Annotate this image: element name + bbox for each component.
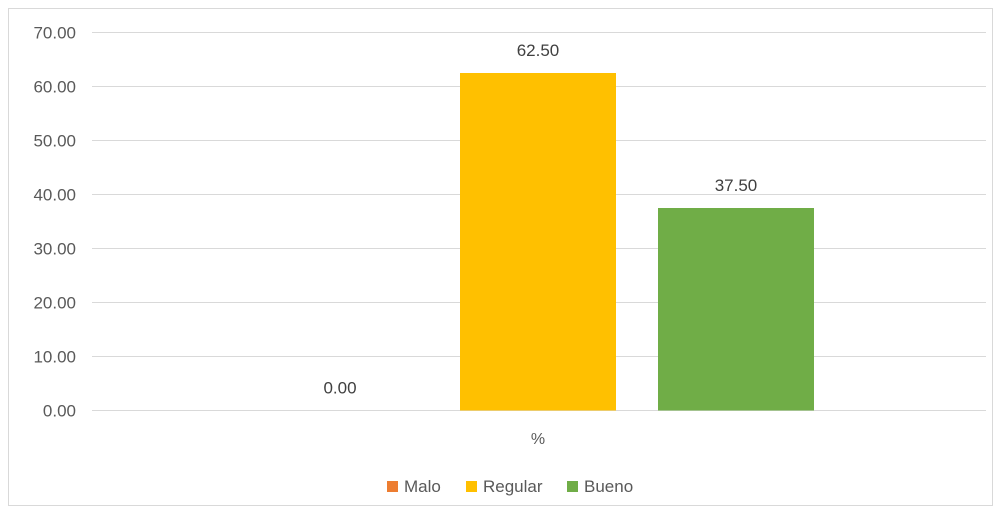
- y-tick-label: 0.00: [43, 402, 76, 421]
- legend-label: Malo: [404, 477, 441, 496]
- data-labels: 0.00 62.50 37.50: [323, 41, 757, 398]
- data-label-bueno: 37.50: [715, 176, 758, 195]
- bar-regular: [460, 73, 616, 411]
- x-axis-category-labels: %: [531, 431, 545, 448]
- y-tick-label: 30.00: [33, 240, 76, 259]
- legend-swatch: [466, 481, 477, 492]
- y-tick-label: 10.00: [33, 348, 76, 367]
- bar-bueno: [658, 208, 814, 411]
- legend-item-bueno: Bueno: [567, 477, 633, 496]
- data-label-malo: 0.00: [323, 379, 356, 398]
- legend-label: Bueno: [584, 477, 633, 496]
- y-tick-label: 40.00: [33, 186, 76, 205]
- legend-swatch: [387, 481, 398, 492]
- y-tick-label: 70.00: [33, 24, 76, 43]
- y-tick-label: 50.00: [33, 132, 76, 151]
- data-label-regular: 62.50: [517, 41, 560, 60]
- y-tick-label: 20.00: [33, 294, 76, 313]
- legend-swatch: [567, 481, 578, 492]
- y-tick-label: 60.00: [33, 78, 76, 97]
- legend-item-malo: Malo: [387, 477, 441, 496]
- y-axis-tick-labels: 0.00 10.00 20.00 30.00 40.00 50.00 60.00 70.00: [33, 24, 76, 421]
- legend-item-regular: Regular: [466, 477, 543, 496]
- legend-label: Regular: [483, 477, 543, 496]
- x-category-label: %: [531, 431, 545, 448]
- bars: [460, 73, 814, 411]
- legend: Malo Regular Bueno: [387, 477, 633, 496]
